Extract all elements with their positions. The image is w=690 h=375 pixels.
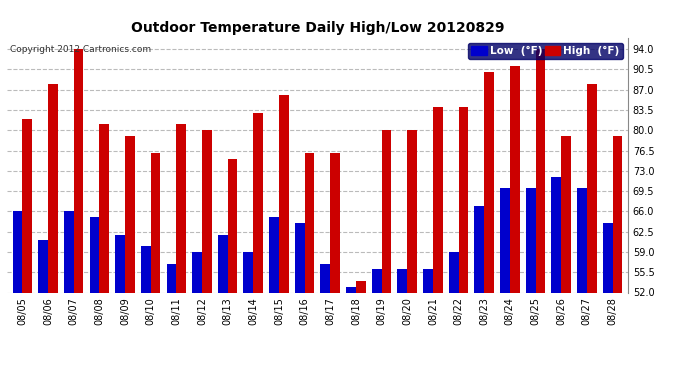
Title: Outdoor Temperature Daily High/Low 20120829: Outdoor Temperature Daily High/Low 20120… [130, 21, 504, 35]
Bar [459, 107, 469, 375]
Bar [356, 281, 366, 375]
Bar [448, 252, 459, 375]
Bar [269, 217, 279, 375]
Bar [125, 136, 135, 375]
Bar [561, 136, 571, 375]
Bar [193, 252, 202, 375]
Bar [586, 84, 597, 375]
Bar [382, 130, 391, 375]
Bar [90, 217, 99, 375]
Bar [603, 223, 613, 375]
Bar [22, 118, 32, 375]
Bar [551, 177, 561, 375]
Bar [346, 287, 356, 375]
Text: Copyright 2012 Cartronics.com: Copyright 2012 Cartronics.com [10, 45, 151, 54]
Bar [253, 113, 263, 375]
Bar [244, 252, 253, 375]
Bar [304, 153, 315, 375]
Bar [500, 188, 510, 375]
Bar [202, 130, 212, 375]
Bar [535, 49, 545, 375]
Bar [150, 153, 160, 375]
Bar [228, 159, 237, 375]
Bar [218, 234, 228, 375]
Bar [74, 49, 83, 375]
Bar [38, 240, 48, 375]
Bar [397, 269, 407, 375]
Bar [331, 153, 340, 375]
Bar [577, 188, 586, 375]
Bar [99, 124, 109, 375]
Bar [295, 223, 304, 375]
Bar [475, 206, 484, 375]
Bar [64, 211, 74, 375]
Bar [279, 96, 288, 375]
Bar [176, 124, 186, 375]
Bar [48, 84, 58, 375]
Bar [510, 66, 520, 375]
Bar [12, 211, 22, 375]
Legend: Low  (°F), High  (°F): Low (°F), High (°F) [468, 43, 622, 59]
Bar [166, 264, 176, 375]
Bar [526, 188, 535, 375]
Bar [407, 130, 417, 375]
Bar [484, 72, 494, 375]
Bar [433, 107, 442, 375]
Bar [613, 136, 622, 375]
Bar [320, 264, 331, 375]
Bar [423, 269, 433, 375]
Bar [115, 234, 125, 375]
Bar [372, 269, 382, 375]
Bar [141, 246, 150, 375]
